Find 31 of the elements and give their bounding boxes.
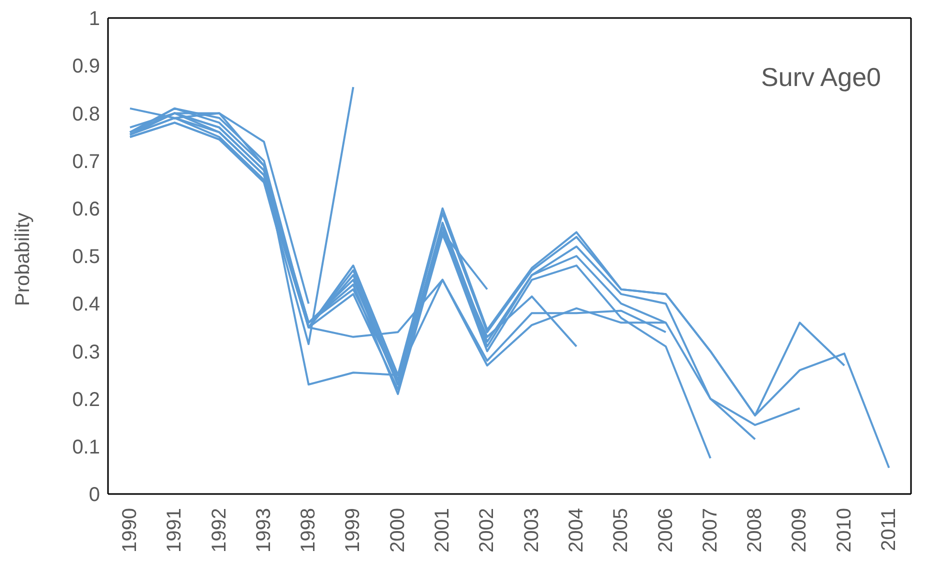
y-tick-label: 1 bbox=[88, 8, 100, 30]
x-tick-label: 1999 bbox=[342, 508, 364, 552]
x-tick-label: 2001 bbox=[432, 508, 454, 552]
x-tick-label: 2003 bbox=[520, 508, 543, 552]
x-tick-label: 1992 bbox=[208, 508, 230, 552]
x-tick-label: 2010 bbox=[833, 508, 856, 552]
x-tick-label: 2004 bbox=[565, 508, 588, 552]
y-tick-label: 0.7 bbox=[72, 150, 100, 173]
y-tick-label: 0.8 bbox=[72, 103, 100, 126]
x-tick-label: 1990 bbox=[119, 508, 141, 552]
y-tick-label: 0.4 bbox=[72, 294, 100, 316]
y-tick-label: 0.1 bbox=[72, 436, 100, 458]
x-tick-label: 1998 bbox=[298, 508, 320, 552]
x-tick-label: 2007 bbox=[699, 508, 722, 552]
y-tick-label: 0.5 bbox=[72, 246, 100, 268]
x-tick-label: 2000 bbox=[386, 508, 409, 552]
y-tick-label: 0.2 bbox=[72, 388, 100, 411]
x-tick-label: 2011 bbox=[878, 508, 900, 552]
y-tick-label: 0.6 bbox=[72, 198, 100, 220]
x-tick-label: 2006 bbox=[654, 508, 677, 552]
y-axis-title: Probability bbox=[12, 212, 34, 306]
y-tick-label: 0.3 bbox=[72, 341, 100, 364]
x-tick-label: 2002 bbox=[476, 508, 498, 552]
x-tick-label: 1993 bbox=[252, 508, 275, 552]
text: Surv Age0 bbox=[761, 62, 881, 92]
y-tick-label: 0.9 bbox=[72, 56, 100, 78]
x-tick-label: 2009 bbox=[788, 508, 811, 552]
x-tick-label: 1991 bbox=[164, 508, 186, 552]
x-tick-label: 2005 bbox=[610, 508, 632, 552]
x-tick-label: 2008 bbox=[744, 508, 766, 552]
y-tick-label: 0 bbox=[88, 484, 100, 506]
